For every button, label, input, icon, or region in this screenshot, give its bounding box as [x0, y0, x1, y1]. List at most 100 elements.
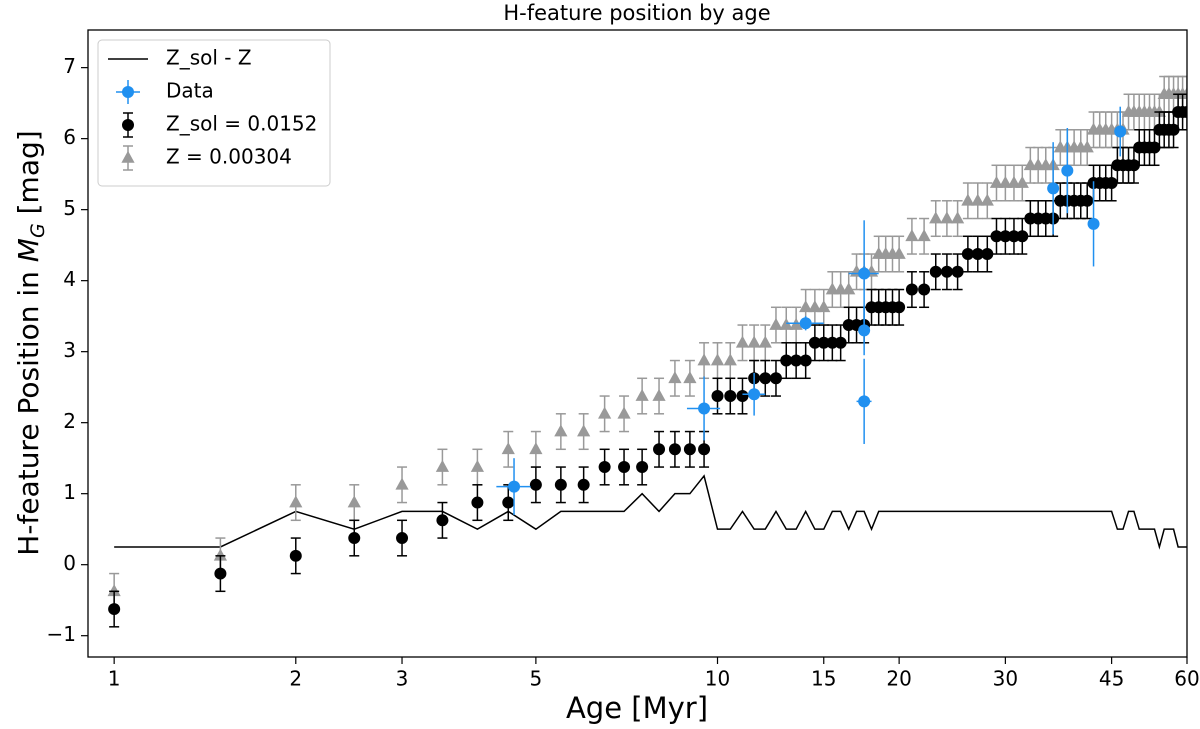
circle-marker — [1105, 177, 1118, 190]
circle-marker — [529, 478, 542, 491]
circle-marker — [214, 567, 227, 580]
triangle-marker — [213, 548, 228, 561]
triangle-marker — [940, 211, 954, 224]
triangle-marker — [107, 584, 121, 597]
triangle-marker — [697, 353, 711, 366]
circle-marker — [108, 603, 121, 616]
triangle-marker — [121, 150, 135, 163]
x-tick-label: 3 — [396, 667, 409, 691]
circle-marker — [971, 248, 984, 261]
triangle-marker — [971, 193, 985, 206]
triangle-marker — [652, 388, 666, 401]
circle-marker — [724, 390, 737, 403]
y-tick-label: −1 — [47, 622, 76, 646]
x-tick-label: 2 — [289, 667, 302, 691]
triangle-marker — [817, 300, 831, 313]
circle-marker — [577, 478, 590, 491]
x-tick-label: 10 — [705, 667, 730, 691]
triangle-marker — [929, 211, 943, 224]
circle-marker — [698, 402, 711, 415]
triangle-marker — [683, 371, 697, 384]
legend-box — [97, 39, 331, 187]
triangle-marker — [710, 353, 725, 366]
triangle-marker — [825, 282, 839, 295]
triangle-marker — [723, 353, 737, 366]
circle-marker — [858, 395, 871, 408]
circle-marker — [940, 265, 953, 278]
triangle-marker — [289, 495, 303, 508]
circle-marker — [1087, 217, 1100, 230]
circle-marker — [1007, 230, 1020, 243]
circle-marker — [653, 443, 666, 456]
circle-marker — [598, 461, 611, 474]
triangle-marker — [989, 175, 1004, 188]
triangle-marker — [808, 300, 822, 313]
circle-marker — [122, 86, 134, 98]
x-tick-label: 45 — [1099, 667, 1124, 691]
x-tick-label: 30 — [993, 667, 1018, 691]
y-axis-label: H-feature Position in MG [mag] — [12, 130, 53, 555]
y-tick-label: 7 — [63, 54, 76, 78]
circle-marker — [1114, 125, 1127, 138]
circle-marker — [808, 336, 821, 349]
circle-marker — [471, 496, 484, 509]
x-tick-label: 20 — [886, 667, 911, 691]
circle-marker — [1181, 106, 1187, 119]
circle-marker — [951, 265, 964, 278]
triangle-marker — [598, 406, 612, 419]
triangle-marker — [1152, 104, 1166, 117]
circle-marker — [826, 336, 839, 349]
triangle-marker — [554, 424, 568, 437]
triangle-marker — [435, 459, 450, 472]
legend-label: Z_sol - Z — [166, 46, 252, 70]
circle-marker — [893, 301, 906, 314]
circle-marker — [396, 532, 409, 545]
triangle-marker — [395, 477, 409, 490]
line-series — [114, 474, 1187, 550]
legend-label: Z_sol = 0.0152 — [166, 112, 317, 136]
y-label-text: H-feature Position in — [12, 271, 45, 556]
y-tick-label: 6 — [63, 125, 76, 149]
circle-marker — [918, 283, 931, 296]
circle-marker — [698, 443, 711, 456]
circle-marker — [1061, 164, 1074, 177]
circle-marker — [780, 354, 793, 367]
circle-marker — [683, 443, 696, 456]
circle-marker — [834, 336, 847, 349]
circle-marker — [858, 324, 871, 337]
plot-frame — [87, 29, 1188, 658]
circle-marker — [1016, 230, 1029, 243]
circle-marker — [618, 461, 631, 474]
triangle-marker — [799, 300, 813, 313]
triangle-marker — [470, 459, 485, 472]
triangle-marker — [998, 175, 1012, 188]
circle-marker — [769, 372, 782, 385]
triangle-marker — [347, 495, 361, 508]
circle-marker — [817, 336, 830, 349]
plot-area — [107, 75, 1187, 628]
circle-marker — [554, 478, 567, 491]
triangle-marker — [980, 193, 994, 206]
circle-marker — [981, 248, 994, 261]
circle-marker — [799, 317, 812, 330]
triangle-marker — [1080, 140, 1094, 153]
y-tick-label: 3 — [63, 338, 76, 362]
circle-marker — [929, 265, 942, 278]
circle-marker — [348, 532, 361, 545]
legend-label: Z = 0.00304 — [166, 145, 292, 169]
circle-marker — [961, 248, 974, 261]
circle-marker — [790, 354, 803, 367]
triangle-marker — [735, 335, 750, 348]
y-tick-label: 2 — [63, 409, 76, 433]
y-tick-label: 1 — [63, 480, 76, 504]
circle-marker — [736, 390, 749, 403]
triangle-marker — [577, 424, 591, 437]
circle-marker — [289, 549, 302, 562]
circle-marker — [799, 354, 812, 367]
circle-marker — [759, 372, 772, 385]
triangle-marker — [842, 282, 856, 295]
y-label-symbol: M — [12, 238, 45, 262]
circle-marker — [1047, 182, 1060, 195]
triangle-marker — [747, 335, 761, 348]
